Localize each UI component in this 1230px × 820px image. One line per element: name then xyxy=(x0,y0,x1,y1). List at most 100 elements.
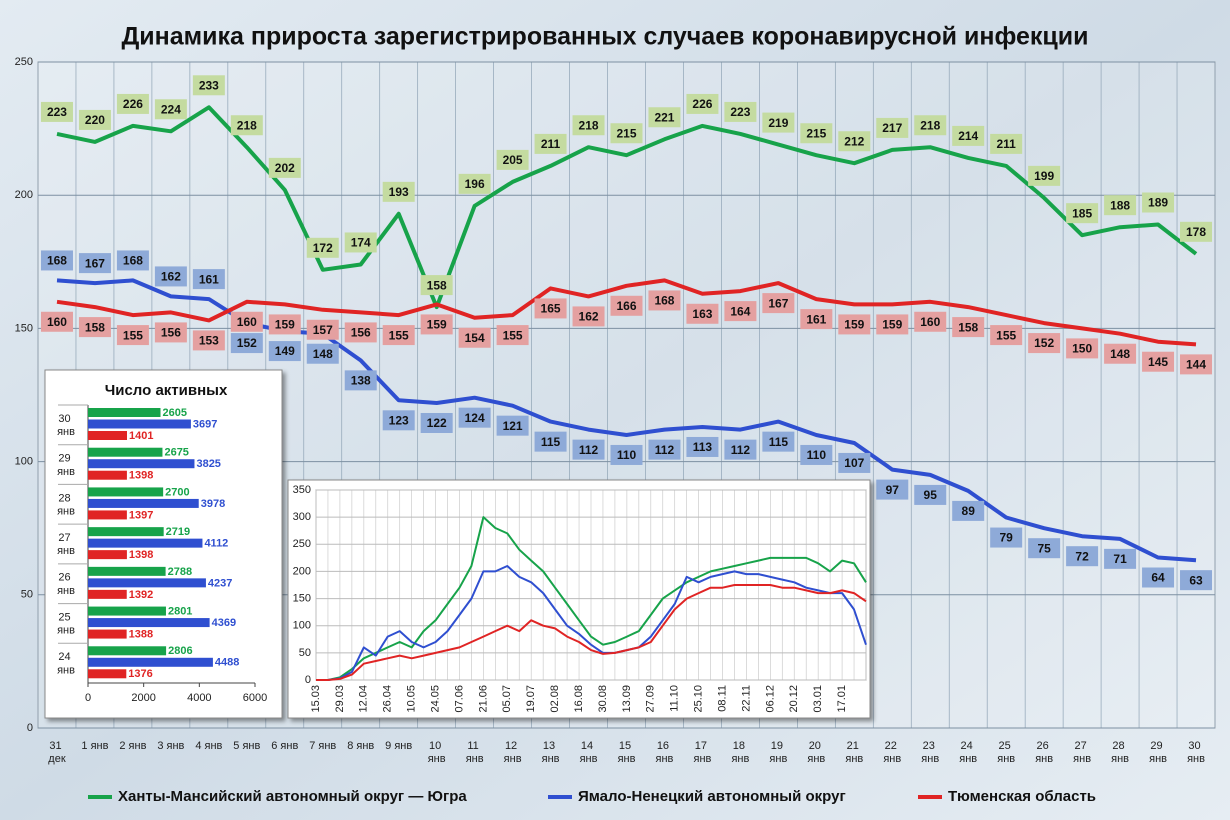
data-label-bg xyxy=(192,330,225,351)
data-label: 160 xyxy=(47,315,67,329)
data-label: 178 xyxy=(1186,225,1206,239)
data-label: 1401 xyxy=(129,430,153,442)
data-label: 150 xyxy=(1072,342,1092,356)
data-label: 110 xyxy=(617,448,637,462)
data-label: 3978 xyxy=(201,498,225,510)
data-label: 112 xyxy=(731,443,751,457)
data-label-bg xyxy=(40,250,73,271)
data-label: 2605 xyxy=(163,407,187,419)
x-tick-label: 26.04 xyxy=(382,685,394,713)
x-tick-label: 10.05 xyxy=(406,685,418,713)
data-label-bg xyxy=(192,269,225,290)
data-label-bg xyxy=(800,309,833,330)
y-tick-label: 150 xyxy=(293,592,311,604)
data-label: 223 xyxy=(47,105,67,119)
data-label-bg xyxy=(990,133,1023,154)
data-label-bg xyxy=(230,333,263,354)
bar xyxy=(88,470,127,480)
data-label: 97 xyxy=(886,483,900,497)
x-tick-label: 2000 xyxy=(131,692,155,704)
data-label: 122 xyxy=(427,416,447,430)
data-label-bg xyxy=(268,314,301,335)
x-tick-label: 2 янв xyxy=(119,740,146,752)
x-tick-label: 30.08 xyxy=(597,685,609,713)
data-label-bg xyxy=(382,325,415,346)
bar xyxy=(88,657,213,667)
data-label: 167 xyxy=(85,256,105,270)
x-tick-label: 15.03 xyxy=(310,685,322,713)
x-tick-label: 22 янв xyxy=(883,740,901,765)
data-label-bg xyxy=(344,370,377,391)
data-label-bg xyxy=(344,232,377,253)
data-label: 161 xyxy=(806,312,826,326)
data-label: 218 xyxy=(920,118,940,132)
data-label: 153 xyxy=(199,334,219,348)
data-label-bg xyxy=(648,107,681,128)
data-label: 4237 xyxy=(208,577,232,589)
data-label: 113 xyxy=(693,440,713,454)
data-label-bg xyxy=(458,407,491,428)
data-label-bg xyxy=(382,181,415,202)
data-label: 75 xyxy=(1037,541,1051,555)
x-tick-label: 12 янв xyxy=(504,740,522,765)
data-label-bg xyxy=(724,439,757,460)
data-label: 160 xyxy=(920,315,940,329)
data-label-bg xyxy=(1066,203,1099,224)
x-tick-label: 17.01 xyxy=(836,685,848,713)
data-label: 160 xyxy=(237,315,257,329)
bar xyxy=(88,487,164,497)
data-label: 112 xyxy=(579,443,599,457)
x-tick-label: 05.07 xyxy=(501,685,513,713)
data-label-bg xyxy=(458,327,491,348)
data-label: 3825 xyxy=(196,458,220,470)
data-label: 168 xyxy=(654,294,674,308)
data-label: 145 xyxy=(1148,355,1168,369)
x-tick-label: 28 янв xyxy=(1111,740,1129,765)
data-label: 193 xyxy=(389,185,409,199)
x-tick-label: 19.07 xyxy=(525,685,537,713)
x-tick-label: 25.10 xyxy=(693,685,705,713)
x-tick-label: 30 янв xyxy=(1187,740,1205,765)
data-label: 215 xyxy=(616,126,636,140)
y-tick-label: 250 xyxy=(293,538,311,550)
data-label: 154 xyxy=(465,331,485,345)
data-label: 189 xyxy=(1148,196,1168,210)
data-label-bg xyxy=(78,253,111,274)
x-tick-label: 07.06 xyxy=(453,685,465,713)
x-tick-label: 24 янв xyxy=(959,740,977,765)
data-label: 199 xyxy=(1034,169,1054,183)
x-tick-label: 23 янв xyxy=(921,740,939,765)
data-label: 4369 xyxy=(212,617,236,629)
inset-active: Число активных 0 2000 4000 6000 30 янв 2605 36… xyxy=(44,369,283,719)
data-label: 155 xyxy=(123,328,143,342)
data-label: 167 xyxy=(768,296,788,310)
data-label: 152 xyxy=(237,336,257,350)
inset-title: Число активных xyxy=(105,382,228,399)
data-label-bg xyxy=(78,109,111,130)
data-label: 218 xyxy=(237,118,257,132)
data-label-bg xyxy=(154,322,187,343)
data-label-bg xyxy=(1104,195,1137,216)
y-tick-label: 200 xyxy=(293,565,311,577)
data-label: 226 xyxy=(123,97,143,111)
data-label: 224 xyxy=(161,102,181,116)
data-label-bg xyxy=(1142,567,1175,588)
bar xyxy=(88,606,166,616)
x-tick-label: 5 янв xyxy=(233,740,260,752)
data-label-bg xyxy=(876,479,909,500)
data-label: 4112 xyxy=(204,538,228,550)
data-label-bg xyxy=(876,117,909,138)
data-label: 205 xyxy=(503,153,523,167)
x-tick-label: 24.05 xyxy=(429,685,441,713)
data-label-bg xyxy=(154,99,187,120)
data-label-bg xyxy=(838,452,871,473)
bar xyxy=(88,510,127,520)
data-label-bg xyxy=(496,415,529,436)
data-label-bg xyxy=(230,311,263,332)
data-label-bg xyxy=(458,173,491,194)
data-label: 226 xyxy=(692,97,712,111)
data-label-bg xyxy=(268,157,301,178)
bar xyxy=(88,527,164,537)
data-label: 158 xyxy=(958,320,978,334)
data-label: 1376 xyxy=(128,668,152,680)
